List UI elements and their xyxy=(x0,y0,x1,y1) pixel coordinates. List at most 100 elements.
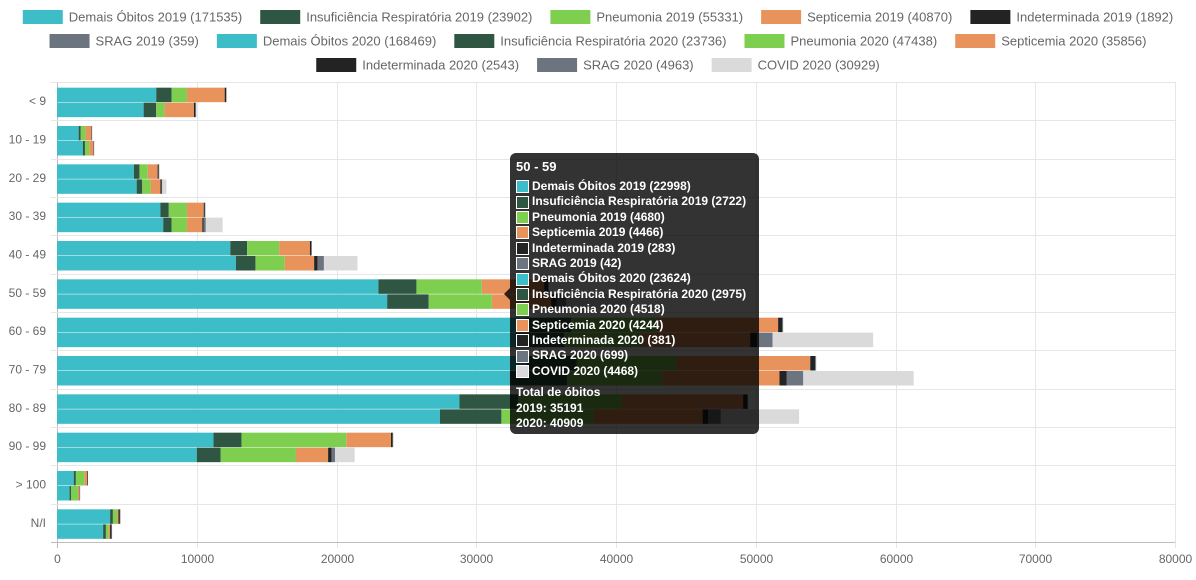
bar-segment[interactable] xyxy=(133,164,140,179)
bar-segment[interactable] xyxy=(57,217,164,233)
bar-segment[interactable] xyxy=(196,447,221,463)
bar-segment[interactable] xyxy=(57,509,111,524)
bar-segment[interactable] xyxy=(335,447,355,463)
bar-segment[interactable] xyxy=(235,256,256,271)
bar-segment[interactable] xyxy=(247,241,280,256)
bar-segment[interactable] xyxy=(57,256,236,271)
bar-segment[interactable] xyxy=(75,471,85,486)
bar-segment[interactable] xyxy=(328,447,332,463)
bar-segment[interactable] xyxy=(57,202,161,218)
bar-segment[interactable] xyxy=(110,509,113,524)
bar-segment[interactable] xyxy=(314,256,318,271)
bar-segment[interactable] xyxy=(156,87,172,103)
bar-segment[interactable] xyxy=(103,524,106,539)
bar-segment[interactable] xyxy=(196,102,197,118)
bar-segment[interactable] xyxy=(224,87,227,103)
bar-segment[interactable] xyxy=(392,432,394,448)
bar-segment[interactable] xyxy=(78,126,81,141)
bar-segment[interactable] xyxy=(416,279,482,294)
bar-segment[interactable] xyxy=(163,217,172,233)
bar-segment[interactable] xyxy=(108,524,111,539)
bar-segment[interactable] xyxy=(772,332,874,348)
bar-segment[interactable] xyxy=(82,141,85,156)
bar-segment[interactable] xyxy=(428,294,492,309)
bar-segment[interactable] xyxy=(186,202,204,218)
bar-segment[interactable] xyxy=(757,332,773,348)
bar-segment[interactable] xyxy=(779,371,787,386)
bar-segment[interactable] xyxy=(112,509,118,524)
legend-label[interactable]: SRAG 2019 (359) xyxy=(96,34,199,49)
bar-segment[interactable] xyxy=(147,164,158,179)
bar-segment[interactable] xyxy=(93,141,94,156)
bar-segment[interactable] xyxy=(57,126,79,141)
bar-segment[interactable] xyxy=(778,317,783,333)
bar-segment[interactable] xyxy=(815,356,817,371)
bar-segment[interactable] xyxy=(105,524,109,539)
legend-label[interactable]: Demais Óbitos 2020 (168469) xyxy=(263,34,436,49)
bar-segment[interactable] xyxy=(117,509,119,524)
bar-segment[interactable] xyxy=(57,279,379,294)
legend-label[interactable]: Pneumonia 2020 (47438) xyxy=(790,34,937,49)
bar-segment[interactable] xyxy=(110,524,112,539)
bar-segment[interactable] xyxy=(93,141,95,156)
bar-segment[interactable] xyxy=(160,179,162,194)
legend-label[interactable]: Indeterminada 2019 (1892) xyxy=(1016,10,1173,25)
bar-segment[interactable] xyxy=(70,486,78,501)
bar-segment[interactable] xyxy=(164,102,194,118)
bar-segment[interactable] xyxy=(85,126,92,141)
bar-segment[interactable] xyxy=(136,179,143,194)
bar-segment[interactable] xyxy=(387,294,429,309)
bar-segment[interactable] xyxy=(204,202,206,218)
bar-segment[interactable] xyxy=(317,256,324,271)
bar-segment[interactable] xyxy=(57,447,197,463)
bar-segment[interactable] xyxy=(810,356,816,371)
bar-segment[interactable] xyxy=(311,241,312,256)
bar-segment[interactable] xyxy=(57,356,527,371)
legend-label[interactable]: Demais Óbitos 2019 (171535) xyxy=(69,10,242,25)
bar-segment[interactable] xyxy=(279,241,310,256)
bar-segment[interactable] xyxy=(91,126,93,141)
bar-segment[interactable] xyxy=(284,256,315,271)
bar-segment[interactable] xyxy=(168,202,187,218)
bar-segment[interactable] xyxy=(803,371,914,386)
bar-segment[interactable] xyxy=(391,432,393,448)
bar-segment[interactable] xyxy=(57,87,157,103)
bar-segment[interactable] xyxy=(57,394,460,409)
bar-segment[interactable] xyxy=(162,179,167,194)
bar-segment[interactable] xyxy=(94,141,95,156)
bar-segment[interactable] xyxy=(786,371,804,386)
legend-label[interactable]: Insuficiência Respiratória 2019 (23902) xyxy=(306,10,532,25)
bar-segment[interactable] xyxy=(57,432,214,448)
bar-segment[interactable] xyxy=(84,141,90,156)
legend-label[interactable]: Septicemia 2019 (40870) xyxy=(807,10,952,25)
legend-label[interactable]: Insuficiência Respiratória 2020 (23736) xyxy=(500,34,726,49)
bar-segment[interactable] xyxy=(91,126,92,141)
bar-segment[interactable] xyxy=(143,102,157,118)
bar-segment[interactable] xyxy=(57,241,231,256)
bar-segment[interactable] xyxy=(161,179,163,194)
bar-segment[interactable] xyxy=(87,471,88,486)
bar-segment[interactable] xyxy=(57,141,83,156)
bar-segment[interactable] xyxy=(158,164,160,179)
bar-segment[interactable] xyxy=(79,486,81,501)
bar-segment[interactable] xyxy=(57,486,70,501)
legend-label[interactable]: Indeterminada 2020 (2543) xyxy=(362,58,519,73)
bar-segment[interactable] xyxy=(57,164,134,179)
bar-segment[interactable] xyxy=(186,87,225,103)
bar-segment[interactable] xyxy=(193,102,196,118)
bar-segment[interactable] xyxy=(57,294,388,309)
bar-segment[interactable] xyxy=(111,524,113,539)
bar-segment[interactable] xyxy=(79,486,80,501)
bar-segment[interactable] xyxy=(87,471,88,486)
bar-segment[interactable] xyxy=(203,217,206,233)
bar-segment[interactable] xyxy=(57,102,144,118)
bar-segment[interactable] xyxy=(79,486,81,501)
bar-segment[interactable] xyxy=(150,179,161,194)
bar-segment[interactable] xyxy=(139,164,148,179)
bar-segment[interactable] xyxy=(119,509,121,524)
bar-segment[interactable] xyxy=(156,102,165,118)
bar-segment[interactable] xyxy=(57,524,104,539)
bar-segment[interactable] xyxy=(439,409,502,424)
legend-label[interactable]: SRAG 2020 (4963) xyxy=(583,58,694,73)
bar-segment[interactable] xyxy=(226,87,227,103)
